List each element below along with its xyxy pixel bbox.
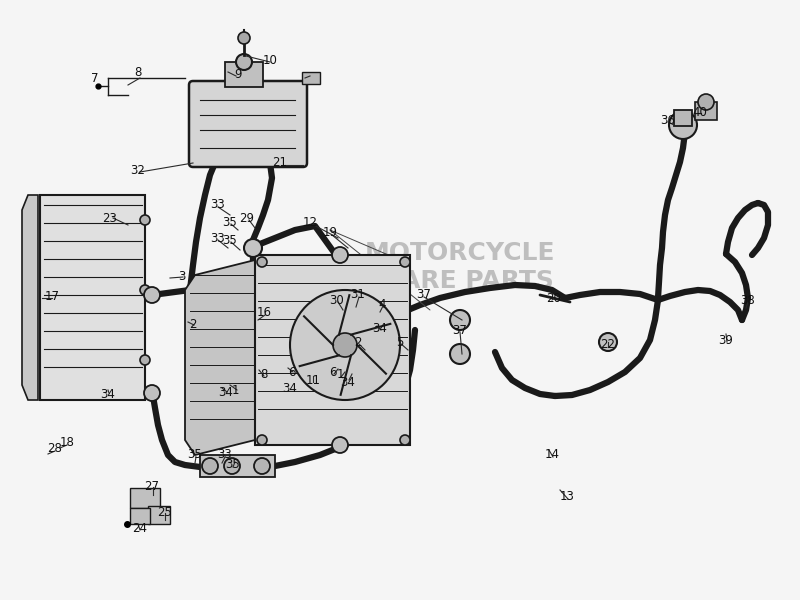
- Circle shape: [257, 435, 267, 445]
- Text: 37: 37: [417, 289, 431, 301]
- Polygon shape: [185, 260, 255, 455]
- Bar: [255, 255, 410, 445]
- Text: 35: 35: [222, 233, 238, 247]
- Circle shape: [332, 247, 348, 263]
- Text: 18: 18: [59, 437, 74, 449]
- Text: 23: 23: [102, 211, 118, 224]
- Text: 4: 4: [378, 298, 386, 311]
- Text: 8: 8: [260, 367, 268, 380]
- Text: 17: 17: [45, 289, 59, 302]
- Text: 34: 34: [341, 376, 355, 389]
- Bar: [200, 455, 275, 477]
- Text: 30: 30: [330, 293, 344, 307]
- FancyBboxPatch shape: [189, 81, 307, 167]
- Circle shape: [238, 32, 250, 44]
- Text: 5: 5: [396, 337, 404, 349]
- Text: 11: 11: [306, 373, 321, 386]
- Text: 13: 13: [559, 491, 574, 503]
- Bar: [40, 195, 145, 400]
- Circle shape: [599, 333, 617, 351]
- Bar: [674, 110, 692, 126]
- Text: 3: 3: [178, 271, 186, 283]
- Text: 24: 24: [133, 521, 147, 535]
- Text: 6: 6: [288, 365, 296, 379]
- Text: 20: 20: [546, 292, 562, 304]
- Text: 34: 34: [282, 382, 298, 395]
- Circle shape: [400, 435, 410, 445]
- Circle shape: [224, 458, 240, 474]
- Text: 8: 8: [134, 65, 142, 79]
- Text: 33: 33: [210, 232, 226, 245]
- Text: 34: 34: [218, 386, 234, 400]
- Text: 16: 16: [257, 307, 271, 319]
- Text: 34: 34: [373, 322, 387, 335]
- Text: 27: 27: [145, 479, 159, 493]
- Text: 1: 1: [231, 383, 238, 397]
- Text: 35: 35: [222, 215, 238, 229]
- Text: 22: 22: [601, 338, 615, 352]
- Text: 39: 39: [718, 334, 734, 346]
- Circle shape: [254, 458, 270, 474]
- Text: 7: 7: [91, 71, 98, 85]
- Bar: [130, 508, 150, 524]
- Text: 29: 29: [239, 211, 254, 224]
- Circle shape: [450, 310, 470, 330]
- Bar: [302, 72, 320, 84]
- Text: 6: 6: [330, 365, 337, 379]
- Circle shape: [450, 344, 470, 364]
- Circle shape: [144, 385, 160, 401]
- Circle shape: [400, 257, 410, 267]
- Text: 10: 10: [262, 53, 278, 67]
- Text: 33: 33: [210, 199, 226, 211]
- Bar: [225, 62, 263, 87]
- Text: 35: 35: [226, 458, 240, 472]
- Bar: [130, 488, 160, 508]
- Circle shape: [140, 285, 150, 295]
- Text: 31: 31: [350, 289, 366, 301]
- Circle shape: [669, 111, 697, 139]
- Bar: [148, 506, 170, 524]
- Circle shape: [244, 239, 262, 257]
- Polygon shape: [22, 195, 38, 400]
- Text: 28: 28: [47, 443, 62, 455]
- Text: 14: 14: [545, 449, 559, 461]
- Circle shape: [698, 94, 714, 110]
- Circle shape: [144, 287, 160, 303]
- Circle shape: [202, 458, 218, 474]
- Text: 25: 25: [158, 505, 173, 518]
- Text: 21: 21: [273, 157, 287, 169]
- Text: 2: 2: [190, 319, 197, 331]
- Circle shape: [140, 355, 150, 365]
- Circle shape: [140, 215, 150, 225]
- Circle shape: [333, 333, 357, 357]
- Text: 32: 32: [130, 163, 146, 176]
- Bar: [695, 102, 717, 120]
- Text: 12: 12: [302, 215, 318, 229]
- Text: 38: 38: [741, 293, 755, 307]
- Text: 33: 33: [218, 449, 232, 461]
- Text: MOTORCYCLE
SPARE PARTS: MOTORCYCLE SPARE PARTS: [365, 241, 555, 293]
- Text: 40: 40: [693, 106, 707, 118]
- Circle shape: [236, 54, 252, 70]
- Text: 2: 2: [354, 337, 362, 349]
- Text: 9: 9: [234, 67, 242, 80]
- Text: 34: 34: [101, 389, 115, 401]
- Text: 36: 36: [661, 113, 675, 127]
- Circle shape: [257, 257, 267, 267]
- Circle shape: [332, 437, 348, 453]
- Text: 37: 37: [453, 323, 467, 337]
- Text: 35: 35: [188, 449, 202, 461]
- Text: 19: 19: [322, 226, 338, 239]
- Circle shape: [290, 290, 400, 400]
- Text: 1: 1: [336, 368, 344, 382]
